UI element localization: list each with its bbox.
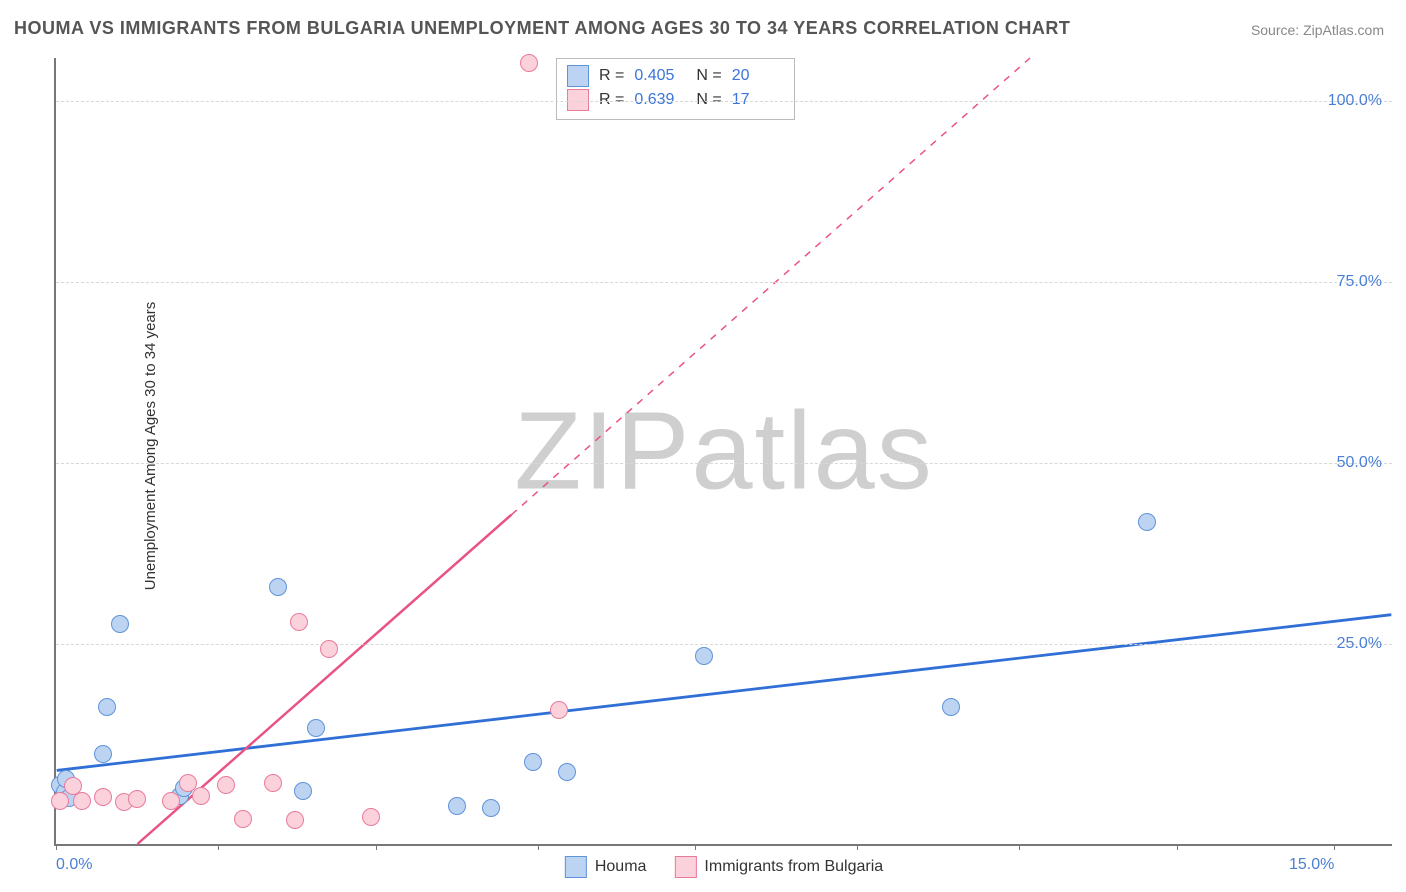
data-point xyxy=(269,578,287,596)
data-point xyxy=(162,792,180,810)
data-point xyxy=(234,810,252,828)
data-point xyxy=(111,615,129,633)
source-link[interactable]: ZipAtlas.com xyxy=(1303,22,1384,38)
data-point xyxy=(695,647,713,665)
x-tick xyxy=(1019,844,1020,850)
data-point xyxy=(73,792,91,810)
watermark-part1: ZIP xyxy=(514,390,691,513)
data-point xyxy=(550,701,568,719)
data-point xyxy=(294,782,312,800)
data-point xyxy=(286,811,304,829)
data-point xyxy=(942,698,960,716)
legend-n-value-1: 17 xyxy=(732,91,784,109)
gridline-h xyxy=(56,101,1392,102)
legend-label-0: Houma xyxy=(595,858,647,876)
legend-n-value-0: 20 xyxy=(732,67,784,85)
legend-stats-row-0: R = 0.405 N = 20 xyxy=(567,65,784,87)
data-point xyxy=(307,719,325,737)
trend-line xyxy=(57,615,1392,771)
data-point xyxy=(94,788,112,806)
source-prefix: Source: xyxy=(1251,22,1303,38)
gridline-h xyxy=(56,463,1392,464)
x-tick xyxy=(56,844,57,850)
legend-series: Houma Immigrants from Bulgaria xyxy=(565,856,883,878)
gridline-h xyxy=(56,282,1392,283)
chart-title: HOUMA VS IMMIGRANTS FROM BULGARIA UNEMPL… xyxy=(14,18,1070,39)
data-point xyxy=(192,787,210,805)
x-tick xyxy=(1334,844,1335,850)
data-point xyxy=(362,808,380,826)
x-tick xyxy=(218,844,219,850)
plot-area: ZIPatlas R = 0.405 N = 20 R = 0.639 N = … xyxy=(54,58,1392,846)
legend-r-label: R = xyxy=(599,91,624,109)
data-point xyxy=(448,797,466,815)
x-tick xyxy=(695,844,696,850)
x-tick-label: 0.0% xyxy=(56,856,92,874)
data-point xyxy=(520,54,538,72)
x-tick xyxy=(857,844,858,850)
legend-r-value-1: 0.639 xyxy=(634,91,686,109)
data-point xyxy=(558,763,576,781)
legend-item-0: Houma xyxy=(565,856,647,878)
y-tick-label: 75.0% xyxy=(1337,273,1382,291)
watermark: ZIPatlas xyxy=(514,388,933,515)
data-point xyxy=(1138,513,1156,531)
x-tick xyxy=(376,844,377,850)
legend-r-label: R = xyxy=(599,67,624,85)
data-point xyxy=(217,776,235,794)
legend-stats: R = 0.405 N = 20 R = 0.639 N = 17 xyxy=(556,58,795,120)
data-point xyxy=(482,799,500,817)
y-tick-label: 50.0% xyxy=(1337,454,1382,472)
legend-swatch-1 xyxy=(567,89,589,111)
data-point xyxy=(264,774,282,792)
gridline-h xyxy=(56,644,1392,645)
data-point xyxy=(128,790,146,808)
data-point xyxy=(51,792,69,810)
legend-n-label: N = xyxy=(696,91,721,109)
legend-stats-row-1: R = 0.639 N = 17 xyxy=(567,89,784,111)
data-point xyxy=(94,745,112,763)
source-credit: Source: ZipAtlas.com xyxy=(1251,22,1384,38)
legend-item-1: Immigrants from Bulgaria xyxy=(674,856,883,878)
x-tick-label: 15.0% xyxy=(1289,856,1334,874)
legend-n-label: N = xyxy=(696,67,721,85)
y-tick-label: 25.0% xyxy=(1337,635,1382,653)
y-tick-label: 100.0% xyxy=(1328,92,1382,110)
legend-swatch-0 xyxy=(565,856,587,878)
data-point xyxy=(524,753,542,771)
legend-swatch-1 xyxy=(674,856,696,878)
data-point xyxy=(290,613,308,631)
legend-r-value-0: 0.405 xyxy=(634,67,686,85)
trend-line-dashed xyxy=(511,58,1030,515)
data-point xyxy=(320,640,338,658)
trend-lines-layer xyxy=(56,58,1392,844)
x-tick xyxy=(538,844,539,850)
legend-swatch-0 xyxy=(567,65,589,87)
legend-label-1: Immigrants from Bulgaria xyxy=(704,858,883,876)
x-tick xyxy=(1177,844,1178,850)
data-point xyxy=(98,698,116,716)
chart-container: HOUMA VS IMMIGRANTS FROM BULGARIA UNEMPL… xyxy=(0,0,1406,892)
watermark-part2: atlas xyxy=(691,390,933,513)
